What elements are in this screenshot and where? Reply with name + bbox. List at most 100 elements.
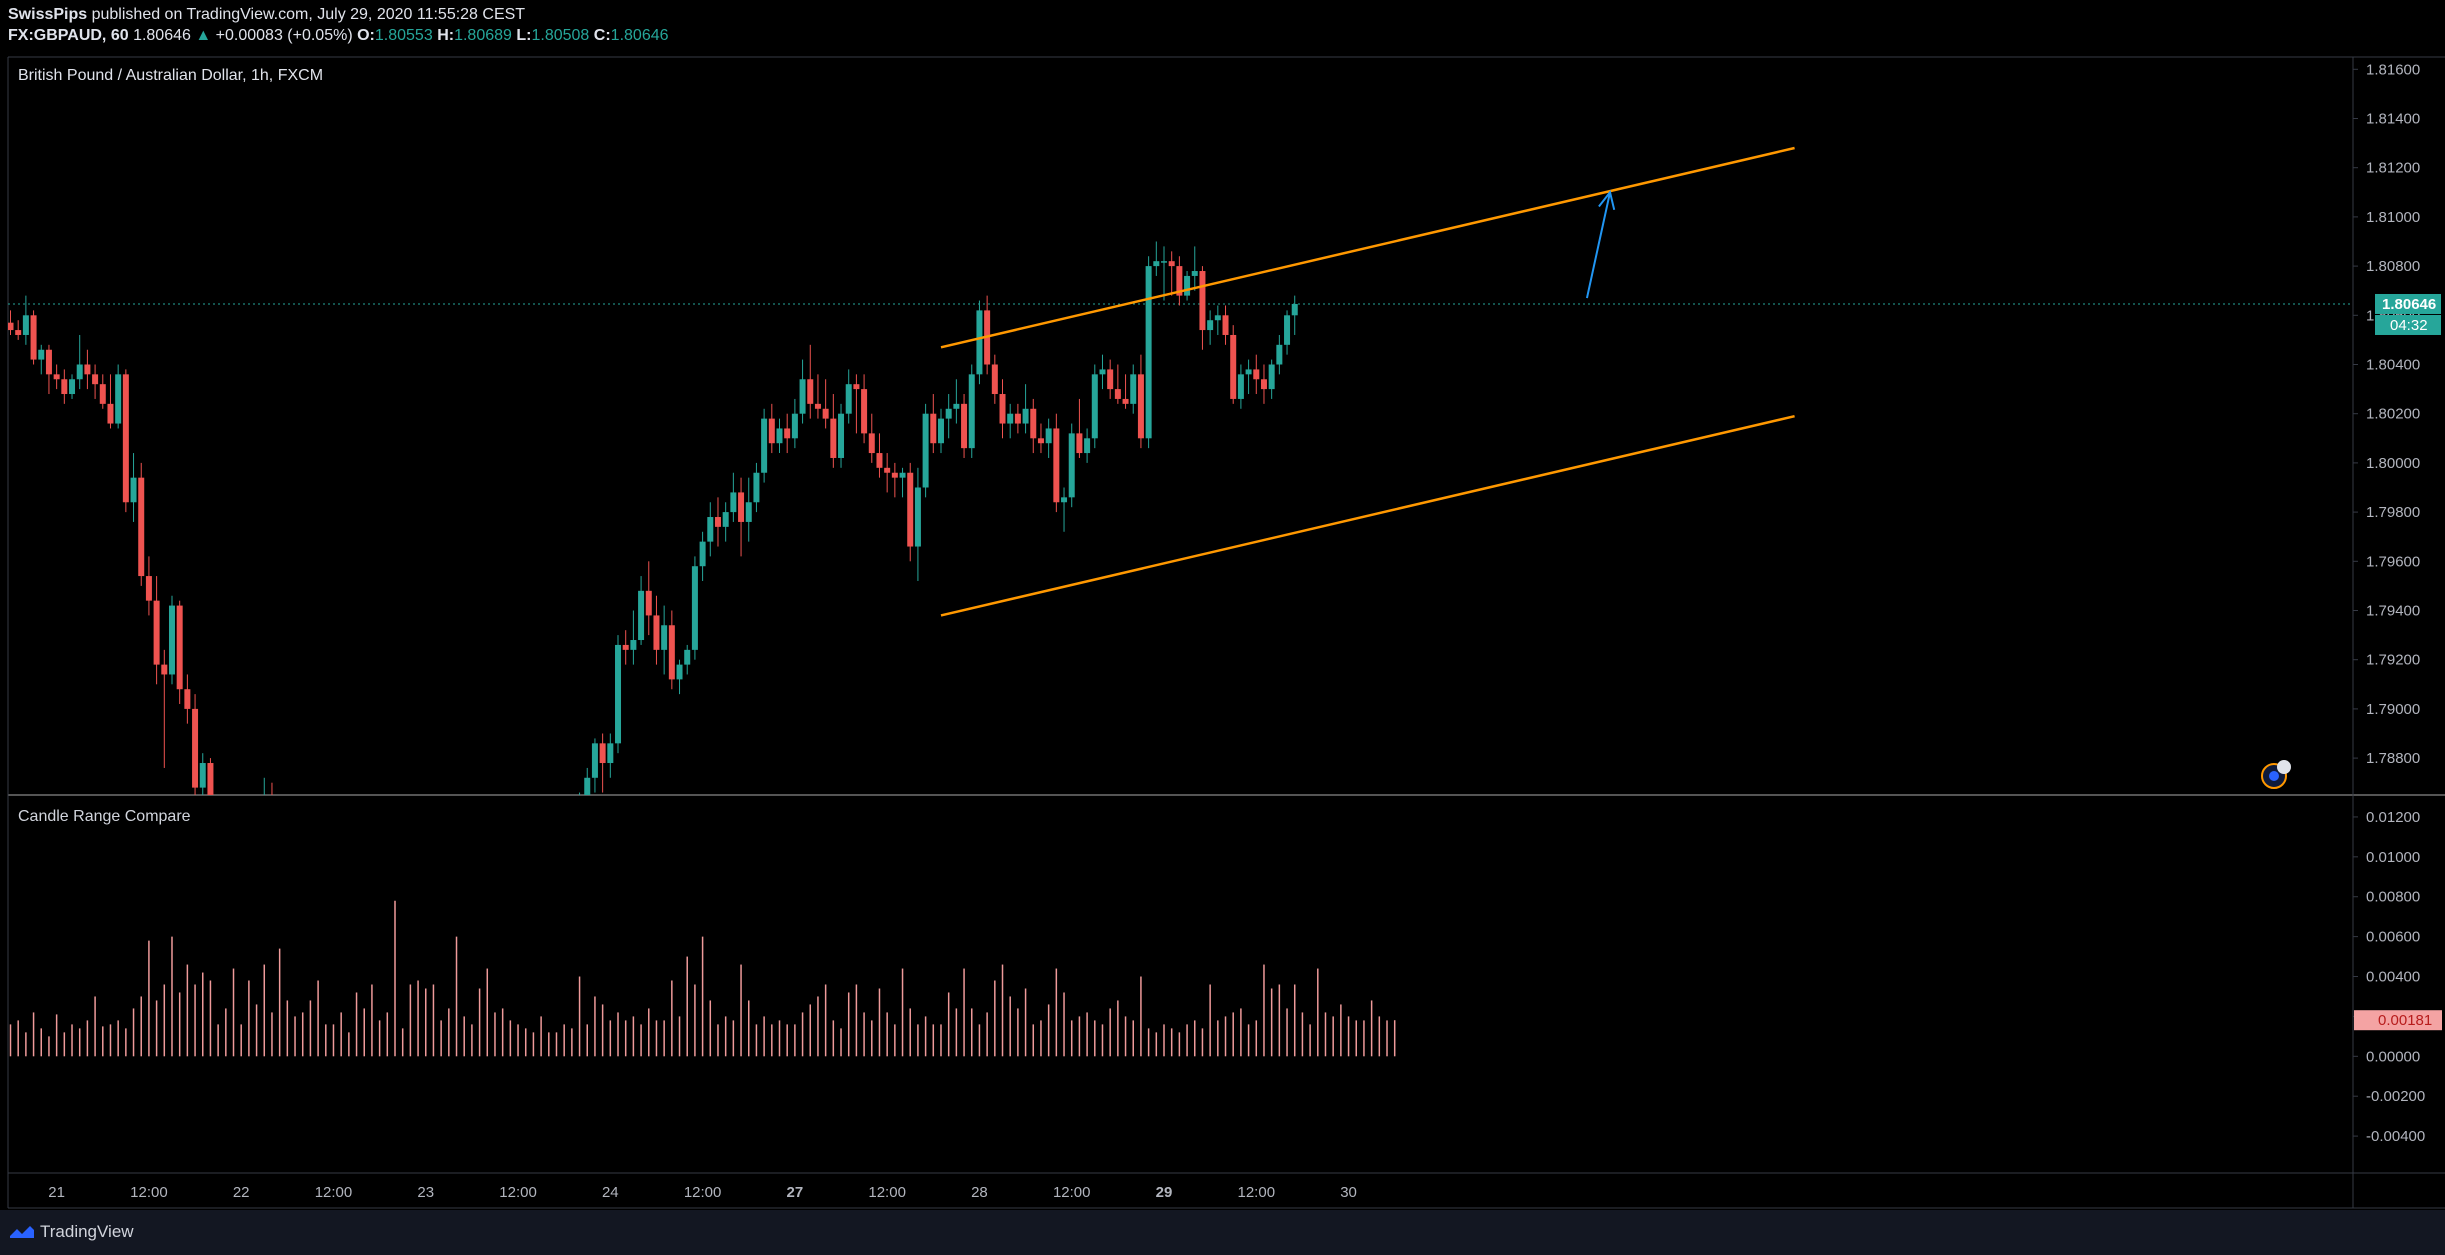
candle[interactable] — [1168, 251, 1175, 296]
candle[interactable] — [1084, 428, 1091, 463]
candle[interactable] — [1207, 310, 1214, 345]
candle[interactable] — [15, 320, 22, 340]
candle[interactable] — [845, 369, 852, 424]
candle[interactable] — [1230, 325, 1237, 404]
candle[interactable] — [1053, 413, 1060, 513]
candle[interactable] — [84, 349, 91, 390]
candle[interactable] — [661, 605, 668, 675]
candle[interactable] — [1022, 384, 1029, 434]
candle[interactable] — [1176, 256, 1183, 306]
candle[interactable] — [768, 403, 775, 454]
candle[interactable] — [868, 413, 875, 463]
candle[interactable] — [1191, 246, 1198, 291]
candle[interactable] — [968, 364, 975, 458]
candle[interactable] — [991, 354, 998, 404]
candle[interactable] — [791, 398, 798, 449]
candle[interactable] — [1245, 359, 1252, 395]
candle[interactable] — [277, 812, 283, 871]
candle[interactable] — [292, 866, 298, 925]
candle[interactable] — [645, 561, 652, 636]
candle[interactable] — [799, 359, 806, 424]
candle[interactable] — [1137, 354, 1144, 449]
candle[interactable] — [784, 413, 791, 454]
candle[interactable] — [538, 857, 544, 901]
candle[interactable] — [699, 531, 706, 581]
candle[interactable] — [22, 295, 29, 345]
candle[interactable] — [492, 965, 498, 1004]
indicator-pane[interactable] — [9, 900, 1396, 1057]
candle[interactable] — [684, 644, 691, 675]
forecast-arrow-line[interactable] — [1585, 192, 1611, 299]
candle[interactable] — [1222, 305, 1229, 345]
candle[interactable] — [507, 930, 513, 969]
candle[interactable] — [922, 403, 929, 498]
candle[interactable] — [330, 925, 336, 979]
candle[interactable] — [30, 310, 37, 365]
candle[interactable] — [615, 635, 622, 754]
candle[interactable] — [622, 630, 629, 665]
candle[interactable] — [168, 595, 175, 685]
candle[interactable] — [630, 610, 637, 665]
candle[interactable] — [930, 394, 937, 454]
forecast-arrow-head[interactable] — [1598, 190, 1616, 211]
candle[interactable] — [961, 394, 968, 458]
candle[interactable] — [1076, 398, 1083, 458]
tradingview-logo-icon[interactable] — [8, 1222, 36, 1242]
candle[interactable] — [1214, 305, 1221, 335]
candle[interactable] — [500, 945, 506, 989]
candle[interactable] — [92, 364, 99, 399]
candle[interactable] — [722, 502, 729, 542]
candle[interactable] — [530, 871, 536, 915]
candle[interactable] — [1237, 364, 1244, 409]
events-badge-icon[interactable] — [2261, 760, 2291, 789]
candle[interactable] — [1114, 364, 1121, 404]
author-name[interactable]: SwissPips — [8, 6, 88, 23]
candle[interactable] — [1260, 364, 1267, 404]
candle[interactable] — [676, 659, 683, 695]
candle[interactable] — [1276, 334, 1283, 375]
candle[interactable] — [361, 955, 367, 999]
candle[interactable] — [323, 911, 329, 960]
candle[interactable] — [1091, 364, 1098, 449]
candle[interactable] — [1107, 359, 1114, 399]
symbol-label[interactable]: FX:GBPAUD, 60 — [8, 27, 129, 44]
candle[interactable] — [207, 758, 214, 856]
candle[interactable] — [1199, 266, 1206, 350]
candle[interactable] — [138, 462, 145, 586]
candle[interactable] — [8, 310, 14, 335]
candle[interactable] — [1122, 374, 1129, 409]
candle[interactable] — [515, 920, 521, 954]
candle[interactable] — [215, 832, 221, 906]
candle[interactable] — [61, 369, 68, 404]
candle[interactable] — [1014, 403, 1021, 434]
candle[interactable] — [284, 842, 290, 906]
candle[interactable] — [176, 600, 183, 704]
candle[interactable] — [300, 861, 306, 910]
candle[interactable] — [561, 817, 567, 856]
candle[interactable] — [730, 472, 737, 522]
candle[interactable] — [315, 916, 321, 965]
candle[interactable] — [945, 394, 952, 439]
candle[interactable] — [584, 767, 591, 817]
candle[interactable] — [838, 403, 845, 468]
candle[interactable] — [145, 556, 152, 616]
candle[interactable] — [45, 344, 52, 395]
candle[interactable] — [238, 866, 244, 935]
candle[interactable] — [1284, 310, 1291, 355]
candle[interactable] — [346, 945, 352, 1004]
candle[interactable] — [714, 497, 721, 547]
candle[interactable] — [1268, 359, 1275, 399]
candle[interactable] — [653, 595, 660, 665]
candle[interactable] — [115, 364, 122, 429]
candle[interactable] — [1253, 354, 1260, 395]
candle[interactable] — [122, 369, 129, 513]
candle[interactable] — [814, 374, 821, 419]
candle[interactable] — [607, 733, 614, 778]
candle[interactable] — [745, 477, 752, 542]
candle[interactable] — [976, 300, 983, 385]
candle[interactable] — [953, 379, 960, 424]
candle[interactable] — [707, 502, 714, 557]
channel-upper-line[interactable] — [940, 146, 1795, 349]
candle[interactable] — [891, 462, 898, 498]
candle[interactable] — [807, 344, 814, 419]
